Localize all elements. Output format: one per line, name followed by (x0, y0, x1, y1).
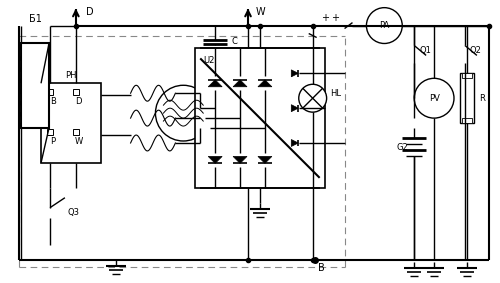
Circle shape (156, 85, 211, 141)
Bar (21, 44, 49, 128)
Text: PH: PH (65, 71, 76, 80)
Polygon shape (208, 156, 222, 163)
Text: PV: PV (428, 94, 440, 103)
Bar (47, 129, 53, 135)
Polygon shape (258, 80, 272, 87)
Text: R: R (479, 94, 484, 103)
Bar (73, 129, 79, 135)
Text: W: W (256, 7, 266, 17)
Polygon shape (258, 156, 272, 163)
Text: W: W (74, 136, 83, 145)
Text: B: B (318, 263, 325, 273)
Text: PA: PA (379, 21, 390, 30)
Bar (41, 83, 100, 163)
Bar (462, 118, 472, 123)
Circle shape (414, 78, 454, 118)
Circle shape (366, 8, 402, 44)
Bar (47, 89, 53, 95)
Polygon shape (208, 80, 222, 87)
Bar (73, 89, 79, 95)
Text: G2: G2 (396, 143, 408, 153)
Polygon shape (233, 80, 247, 87)
Text: D: D (86, 7, 94, 17)
Text: Q3: Q3 (68, 208, 80, 217)
Text: +: + (330, 13, 338, 23)
Polygon shape (233, 156, 247, 163)
Polygon shape (292, 140, 298, 147)
Text: P: P (50, 136, 56, 145)
Circle shape (299, 84, 326, 112)
Text: B: B (50, 97, 56, 106)
Polygon shape (292, 70, 298, 77)
Polygon shape (292, 105, 298, 112)
Text: D: D (76, 97, 82, 106)
Bar (460, 73, 474, 123)
Bar (196, 48, 324, 188)
Text: Q1: Q1 (419, 46, 431, 55)
Text: Б1: Б1 (29, 14, 42, 23)
Text: C: C (231, 37, 237, 46)
Text: U2: U2 (203, 56, 214, 65)
Text: Q2: Q2 (470, 46, 482, 55)
Bar (462, 73, 472, 78)
Text: +: + (320, 13, 328, 23)
Text: HL: HL (330, 89, 342, 98)
